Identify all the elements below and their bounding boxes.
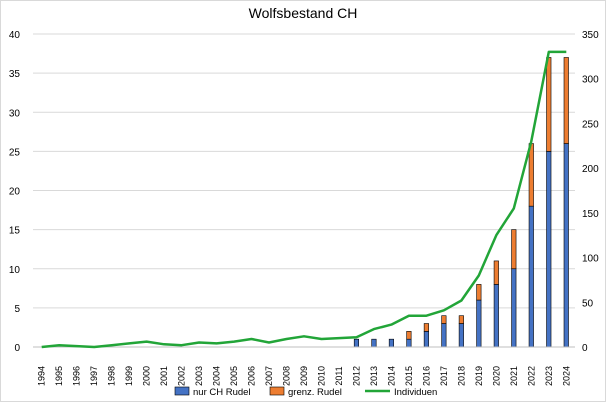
y-right-tick-label: 0 — [582, 343, 588, 354]
y-right-tick-label: 350 — [582, 30, 599, 41]
x-tick-label: 2009 — [299, 366, 309, 386]
bar-grenz-rudel-2019 — [476, 284, 482, 301]
x-tick-label: 2021 — [509, 366, 519, 386]
x-tick-label: 2007 — [264, 366, 274, 386]
x-tick-label: 1999 — [124, 366, 134, 386]
y-right-tick-label: 300 — [582, 75, 599, 86]
x-tick-label: 2006 — [247, 366, 257, 386]
legend-label: grenz. Rudel — [288, 387, 342, 398]
chart-title: Wolfsbestand CH — [249, 5, 358, 21]
x-tick-label: 2016 — [421, 366, 431, 386]
x-tick-label: 2000 — [142, 366, 152, 386]
y-right-tick-label: 200 — [582, 164, 599, 175]
y-right-tick-label: 250 — [582, 119, 599, 130]
x-tick-label: 2018 — [456, 366, 466, 386]
line-individuen — [41, 50, 567, 349]
y-left-tick-label: 5 — [14, 304, 20, 315]
y-left-tick-label: 35 — [9, 69, 21, 80]
bar-grenz-rudel-2024 — [563, 57, 569, 144]
bar-grenz-rudel-2015 — [406, 331, 412, 340]
y-left-tick-label: 30 — [9, 108, 21, 119]
y-left-tick-label: 40 — [9, 30, 21, 41]
x-tick-label: 1998 — [107, 366, 117, 386]
x-tick-label: 2008 — [282, 366, 292, 386]
x-tick-label: 2010 — [316, 366, 326, 386]
bar-grenz-rudel-2021 — [511, 229, 517, 270]
x-tick-label: 2005 — [229, 366, 239, 386]
x-tick-label: 2020 — [491, 366, 501, 386]
x-tick-label: 2003 — [194, 366, 204, 386]
bar-grenz-rudel-2016 — [423, 323, 429, 332]
bar-grenz-rudel-2018 — [458, 315, 464, 324]
x-tick-label: 2011 — [334, 366, 344, 385]
legend-label: Individuen — [394, 387, 437, 398]
x-tick-label: 2002 — [177, 366, 187, 386]
x-tick-label: 1994 — [37, 366, 47, 386]
legend-swatch-nur-ch-rudel — [174, 386, 190, 396]
x-tick-label: 2022 — [526, 366, 536, 386]
x-tick-label: 1996 — [72, 366, 82, 386]
bar-grenz-rudel-2017 — [441, 315, 447, 324]
legend-swatch-grenz-rudel — [269, 386, 285, 396]
x-tick-label: 2004 — [212, 366, 222, 386]
x-tick-label: 1995 — [54, 366, 64, 386]
x-tick-label: 1997 — [89, 366, 99, 386]
x-tick-label: 2024 — [561, 366, 571, 386]
y-left-tick-label: 15 — [9, 226, 21, 237]
x-tick-label: 2023 — [544, 366, 554, 386]
x-tick-label: 2012 — [351, 366, 361, 386]
x-tick-label: 2001 — [159, 366, 169, 386]
legend-label: nur CH Rudel — [193, 387, 251, 398]
x-tick-label: 2014 — [386, 366, 396, 386]
y-right-tick-label: 50 — [582, 298, 594, 309]
y-left-tick-label: 10 — [9, 265, 21, 276]
y-right-tick-label: 150 — [582, 209, 599, 220]
y-left-tick-label: 0 — [14, 343, 20, 354]
x-tick-label: 2019 — [474, 366, 484, 386]
x-tick-label: 2013 — [369, 366, 379, 386]
x-tick-label: 2017 — [439, 366, 449, 386]
y-right-tick-label: 100 — [582, 254, 599, 265]
y-left-tick-label: 20 — [9, 187, 21, 198]
bar-grenz-rudel-2020 — [493, 260, 499, 285]
y-left-tick-label: 25 — [9, 147, 21, 158]
x-tick-label: 2015 — [404, 366, 414, 386]
